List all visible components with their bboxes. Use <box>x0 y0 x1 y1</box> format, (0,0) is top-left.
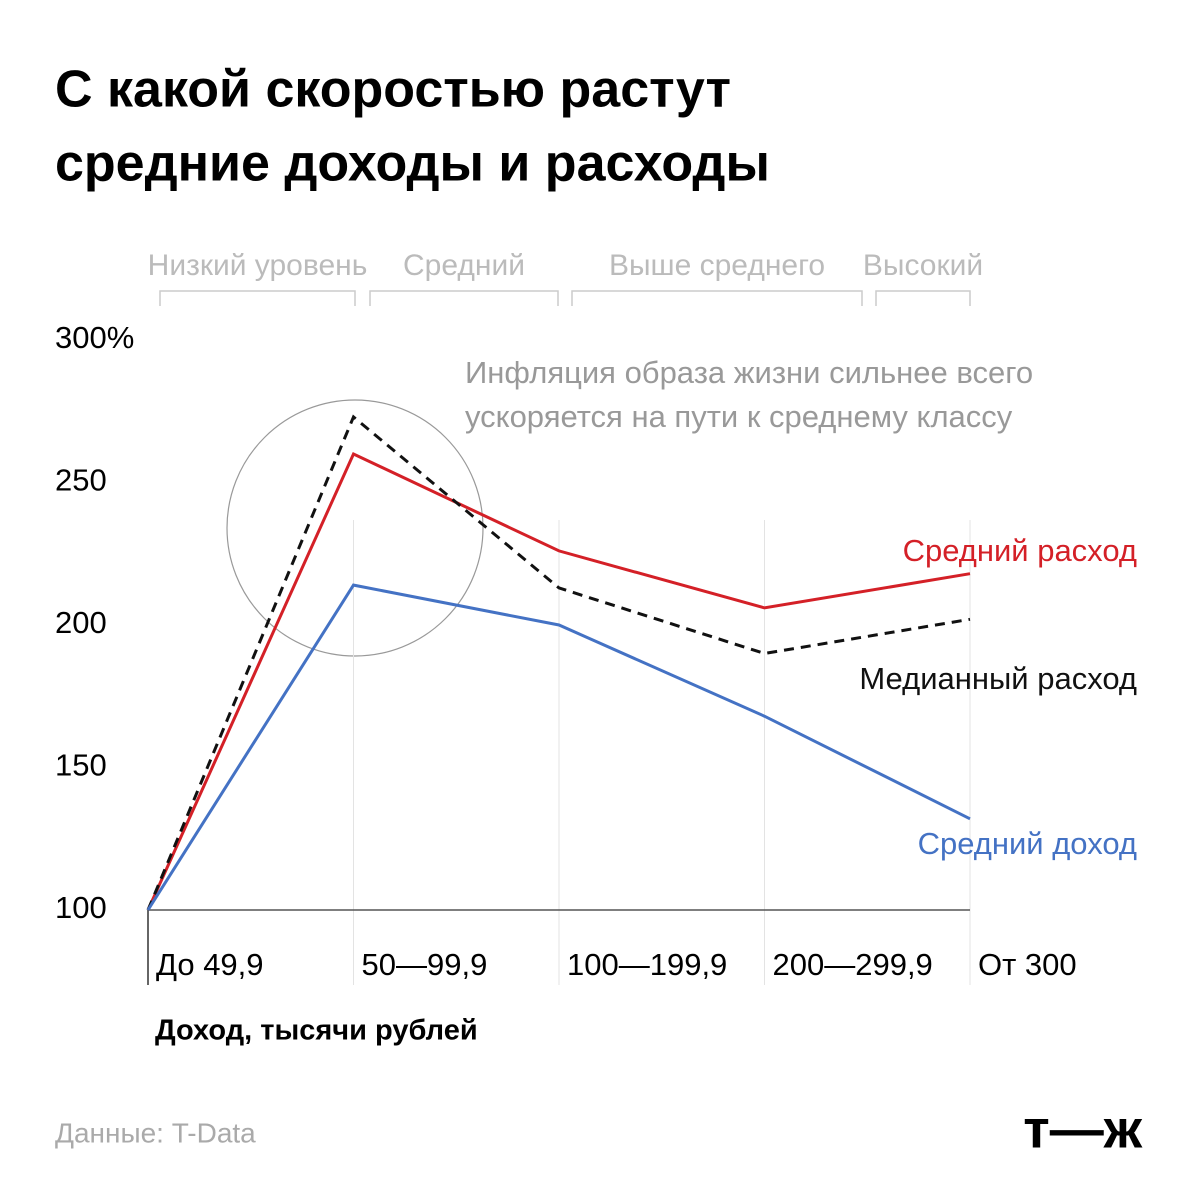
x-tick-label: 100—199,9 <box>567 947 727 982</box>
income-level-label: Высокий <box>863 249 983 282</box>
y-tick-label: 100 <box>55 890 107 925</box>
annotation: Инфляция образа жизни сильнее всего <box>465 355 1033 390</box>
x-tick-label: 200—299,9 <box>773 947 933 982</box>
income-level-label: Выше среднего <box>609 249 825 282</box>
source: Данные: T-Data <box>55 1117 256 1148</box>
x-tick-label: 50—99,9 <box>362 947 488 982</box>
series-line <box>146 583 971 911</box>
highlight-circle <box>226 399 484 657</box>
annotation: ускоряется на пути к среднему классу <box>465 399 1013 434</box>
bracket <box>571 290 863 306</box>
logo: т—ж <box>1023 1099 1142 1159</box>
chart-title: С какой скоростью растут <box>55 61 731 119</box>
series-label: Медианный расход <box>859 661 1137 696</box>
y-tick-label: 250 <box>55 463 107 498</box>
income-level-label: Средний <box>403 249 525 282</box>
x-axis-label: Доход, тысячи рублей <box>155 1015 478 1047</box>
series-label: Средний расход <box>903 533 1137 568</box>
y-tick-label: 150 <box>55 748 107 783</box>
x-tick-label: До 49,9 <box>156 947 264 982</box>
bracket <box>159 290 356 306</box>
chart-title: средние доходы и расходы <box>55 135 770 193</box>
series-label: Средний доход <box>918 826 1137 861</box>
bracket <box>369 290 559 306</box>
bracket <box>875 290 971 306</box>
y-tick-label: 300% <box>55 320 134 355</box>
series-line <box>146 414 971 911</box>
x-tick-label: От 300 <box>978 947 1077 982</box>
income-level-label: Низкий уровень <box>148 249 368 282</box>
series-line <box>146 451 971 911</box>
y-tick-label: 200 <box>55 605 107 640</box>
